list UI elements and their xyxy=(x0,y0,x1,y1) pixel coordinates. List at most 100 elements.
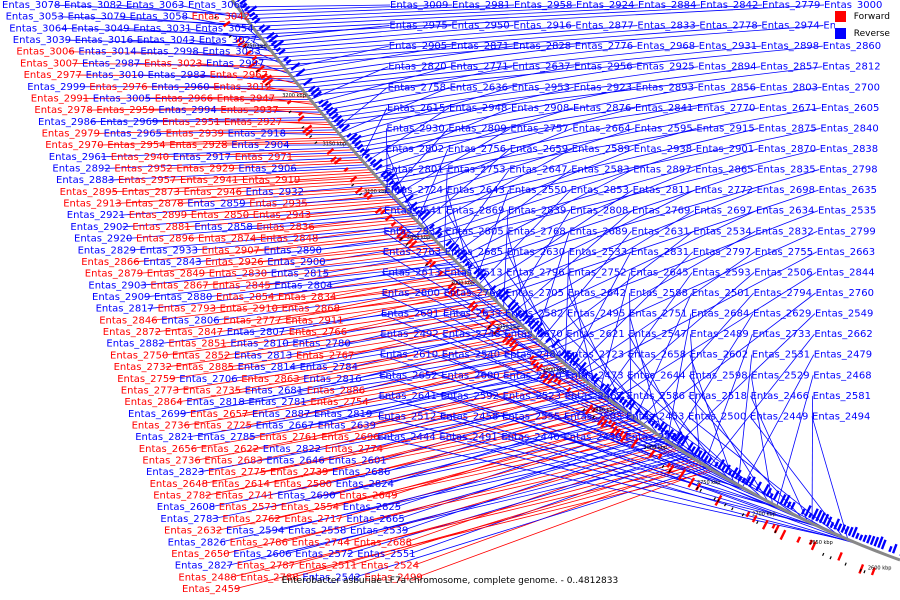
tick-label: 2800 kbp xyxy=(644,445,668,451)
leader-line xyxy=(140,253,449,286)
gene-label: Entas_2954 xyxy=(107,140,165,151)
gene-label: Entas_2814 xyxy=(238,362,296,373)
leader-line xyxy=(506,210,571,312)
gene-label: Entas_2816 xyxy=(303,374,361,385)
gene-label: Entas_2917 xyxy=(173,152,231,163)
leader-line xyxy=(256,389,598,461)
forward-feature xyxy=(407,237,414,245)
forward-feature xyxy=(222,20,231,28)
leader-line xyxy=(461,169,758,268)
leader-line xyxy=(690,334,701,463)
leader-line xyxy=(318,391,600,461)
gene-label: Entas_2868 xyxy=(282,304,340,315)
leader-line xyxy=(228,161,364,169)
reverse-feature xyxy=(657,421,666,431)
leader-line xyxy=(233,470,714,590)
reverse-feature xyxy=(565,352,575,362)
reverse-feature xyxy=(869,535,876,546)
leader-line xyxy=(159,139,345,146)
gene-label: Entas_2880 xyxy=(154,292,212,303)
reverse-feature xyxy=(618,396,625,404)
reverse-feature xyxy=(609,386,617,396)
forward-feature xyxy=(326,147,335,156)
gene-label: Entas_2662 xyxy=(814,329,872,340)
reverse-feature xyxy=(707,457,713,464)
reverse-feature xyxy=(336,118,345,126)
gene-label: Entas_2983 xyxy=(148,70,206,81)
legend: Forward Reverse xyxy=(834,8,890,42)
forward-feature xyxy=(657,453,663,460)
reverse-feature xyxy=(866,534,872,544)
gene-label: Entas_2943 xyxy=(253,210,311,221)
reverse-feature xyxy=(569,353,579,364)
gene-label: Entas_2924 xyxy=(576,0,634,11)
gene-label: Entas_2842 xyxy=(700,0,758,11)
gene-label: Entas_2885 xyxy=(176,362,234,373)
leader-line xyxy=(75,74,292,77)
gene-label: Entas_2878 xyxy=(125,199,183,210)
leader-line xyxy=(231,171,373,181)
gene-label: Entas_2883 xyxy=(56,175,114,186)
leader-line xyxy=(243,4,515,16)
feature-mark xyxy=(695,486,699,490)
reverse-feature xyxy=(361,148,371,156)
gene-label: Entas_2542 xyxy=(302,572,360,583)
gene-label: Entas_2786 xyxy=(230,537,288,548)
forward-feature xyxy=(510,343,519,352)
leader-line xyxy=(86,106,317,111)
forward-feature xyxy=(333,157,342,165)
forward-feature xyxy=(501,333,512,344)
leader-line xyxy=(566,333,693,458)
reverse-feature xyxy=(244,5,251,12)
leader-line xyxy=(143,263,459,298)
reverse-feature xyxy=(680,435,689,447)
leader-line xyxy=(313,66,451,104)
leader-line xyxy=(61,27,259,36)
forward-feature xyxy=(380,208,387,215)
leader-line xyxy=(505,272,593,387)
chromosome-backbone xyxy=(230,0,900,562)
leader-line xyxy=(261,74,298,85)
gene-label: Entas_2794 xyxy=(754,288,812,299)
forward-feature xyxy=(261,74,273,84)
gene-label: Entas_2608 xyxy=(157,502,215,513)
gene-label: Entas_2621 xyxy=(566,329,624,340)
gene-label: Entas_2614 xyxy=(212,479,270,490)
gene-label: Entas_2558 xyxy=(288,526,346,537)
forward-feature xyxy=(485,314,491,320)
gene-label: Entas_2550 xyxy=(509,185,567,196)
reverse-feature xyxy=(593,376,600,384)
leader-line xyxy=(385,148,415,218)
forward-feature xyxy=(546,373,557,385)
gene-label: Entas_2998 xyxy=(140,47,198,58)
gene-label: Entas_2511 xyxy=(299,561,357,572)
reverse-feature xyxy=(341,123,351,132)
leader-line xyxy=(550,230,818,352)
leader-line xyxy=(316,66,513,108)
gene-label: Entas_2920 xyxy=(74,234,132,245)
gene-label: Entas_2800 xyxy=(382,288,440,299)
gene-label: Entas_2690 xyxy=(277,491,335,502)
gene-label: Entas_2592 xyxy=(441,391,499,402)
gene-label: Entas_2513 xyxy=(444,267,502,278)
reverse-feature xyxy=(790,501,796,510)
gene-label: Entas_2589 xyxy=(572,144,630,155)
gene-label: Entas_2777 xyxy=(223,315,281,326)
gene-label: Entas_2806 xyxy=(161,315,219,326)
leader-line xyxy=(457,169,696,264)
reverse-feature xyxy=(273,39,284,49)
gene-label: Entas_2706 xyxy=(179,374,237,385)
gene-label: Entas_2622 xyxy=(201,444,259,455)
gene-label: Entas_2976 xyxy=(89,82,147,93)
gene-label: Entas_2646 xyxy=(266,456,324,467)
gene-label: Entas_2953 xyxy=(512,82,570,93)
feature-mark xyxy=(487,325,491,329)
reverse-feature xyxy=(372,158,383,168)
gene-label: Entas_2838 xyxy=(820,144,878,155)
gene-label: Entas_2645 xyxy=(630,267,688,278)
gene-label: Entas_2453 xyxy=(626,411,684,422)
reverse-feature xyxy=(476,268,486,278)
reverse-feature xyxy=(634,408,641,415)
gene-label: Entas_2491 xyxy=(439,432,497,443)
leader-line xyxy=(542,230,694,346)
